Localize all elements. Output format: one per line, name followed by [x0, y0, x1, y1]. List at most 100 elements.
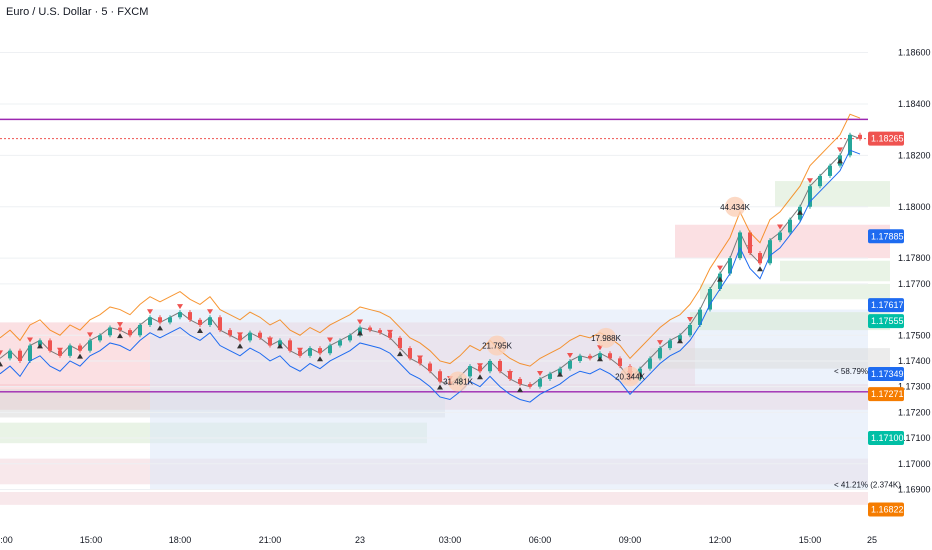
buy-marker [717, 276, 723, 282]
price-tick-label: 1.17800 [898, 253, 931, 263]
buy-marker [437, 384, 443, 390]
candle-body [858, 134, 862, 139]
candle-body [618, 358, 622, 367]
price-tag-label: 1.17617 [871, 300, 904, 310]
time-tick-label: 06:00 [529, 535, 552, 545]
candle-body [238, 335, 242, 341]
candle-body [78, 345, 82, 351]
right-note: < 41.21% (2.374K) [834, 480, 901, 489]
candle-body [58, 350, 62, 356]
candle-body [758, 253, 762, 264]
volume-circle [448, 371, 468, 392]
price-tag [868, 131, 904, 146]
candle-body [728, 258, 732, 274]
moving-average-1 [0, 149, 861, 403]
candle-body [648, 358, 652, 369]
candle-body [178, 312, 182, 318]
time-tick-label: 09:00 [619, 535, 642, 545]
candle-body [108, 327, 112, 336]
price-tag [868, 387, 904, 402]
time-tick-label: 18:00 [169, 535, 192, 545]
candle-body [38, 340, 42, 346]
candle-body [288, 340, 292, 351]
time-tick-label: 15:00 [799, 535, 822, 545]
candle-body [338, 340, 342, 346]
price-tag-label: 1.17885 [871, 231, 904, 241]
candle-body [388, 332, 392, 338]
sell-marker [237, 332, 243, 338]
candle-body [88, 340, 92, 351]
zone-rect [700, 283, 890, 300]
price-tick-label: 1.17100 [898, 433, 931, 443]
sell-marker [177, 304, 183, 310]
candle-body [378, 330, 382, 333]
candle-body [318, 348, 322, 354]
chart-title: Euro / U.S. Dollar · 5 · FXCM [6, 6, 149, 18]
zones-layer [0, 181, 890, 505]
candle-body [748, 232, 752, 254]
buy-marker [197, 327, 203, 333]
buy-marker [357, 330, 363, 336]
candle-body [808, 186, 812, 207]
candle-body [668, 340, 672, 349]
candle-body [188, 312, 192, 320]
price-tick-label: 1.18000 [898, 202, 931, 212]
time-tick-label: 12:00 [709, 535, 732, 545]
candle-body [128, 330, 132, 336]
price-tick-label: 1.17400 [898, 356, 931, 366]
time-tick-label: 15:00 [80, 535, 103, 545]
candle-body [228, 330, 232, 336]
buy-marker [557, 371, 563, 377]
price-tag-label: 1.17349 [871, 369, 904, 379]
time-tick-label: 23 [355, 535, 365, 545]
price-tick-label: 1.18400 [898, 99, 931, 109]
candle-body [488, 360, 492, 372]
price-axis: 1.18600 1.18400 1.18200 1.18000 1.17800 1.177… [868, 48, 931, 517]
candle-body [148, 317, 152, 325]
buy-marker [117, 333, 123, 339]
right-note: < 58.79% (3.387K) [834, 367, 901, 376]
time-tick-label: 21:00 [259, 535, 282, 545]
candle-body [678, 335, 682, 341]
candle-body [478, 366, 482, 372]
price-tick-label: 1.17300 [898, 382, 931, 392]
candle-body [348, 335, 352, 341]
sell-marker [0, 350, 3, 356]
buy-marker [477, 374, 483, 380]
price-tag-label: 1.17271 [871, 389, 904, 399]
markers-layer [0, 147, 843, 393]
candle-body [158, 317, 162, 323]
price-tag [868, 431, 904, 446]
sell-marker [657, 340, 663, 346]
candle-body [778, 232, 782, 241]
time-axis: 2:00 15:00 18:00 21:00 23 03:00 06:00 09:00 12:0… [0, 535, 877, 545]
buy-marker [237, 343, 243, 349]
sell-marker [837, 147, 843, 153]
sell-marker [537, 370, 543, 376]
time-tick-label: 25 [867, 535, 877, 545]
sell-marker [417, 355, 423, 361]
sell-marker [327, 337, 333, 343]
candle-body [98, 335, 102, 341]
grid-layer [0, 52, 868, 490]
sell-marker [57, 347, 63, 353]
zone-rect [650, 348, 890, 369]
sell-marker [27, 337, 33, 343]
candle-body [398, 337, 402, 349]
time-tick-label: 2:00 [0, 535, 13, 545]
candle-body [698, 309, 702, 325]
price-tick-label: 1.16900 [898, 484, 931, 494]
sell-marker [267, 337, 273, 343]
candle-body [848, 134, 852, 156]
candle-body [568, 360, 572, 369]
price-tag-label: 1.17555 [871, 316, 904, 326]
candle-body [768, 240, 772, 264]
candle-body [278, 340, 282, 346]
sell-marker [567, 352, 573, 358]
candle-body [828, 165, 832, 176]
buy-marker [757, 266, 763, 272]
buy-marker [837, 158, 843, 164]
price-tick-label: 1.17700 [898, 279, 931, 289]
buy-marker [797, 209, 803, 215]
price-tag-label: 1.16822 [871, 504, 904, 514]
